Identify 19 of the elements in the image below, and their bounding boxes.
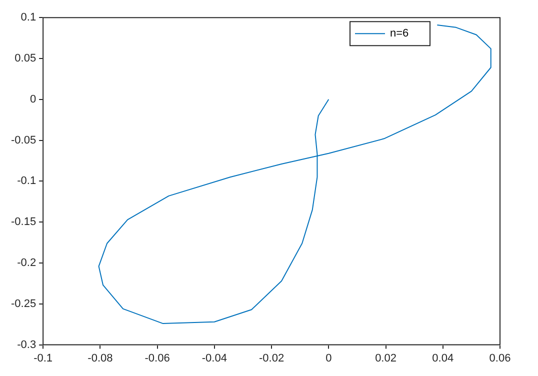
y-tick-label: -0.25	[10, 298, 36, 310]
y-tick-label: -0.15	[10, 216, 36, 228]
y-tick-label: 0.1	[20, 12, 36, 24]
y-tick-label: -0.05	[10, 134, 36, 146]
x-tick-label: -0.04	[202, 352, 227, 364]
y-tick-label: -0.3	[17, 338, 36, 351]
x-tick-label: 0.04	[432, 352, 454, 364]
x-tick-label: 0	[326, 352, 332, 364]
x-tick-label: -0.08	[88, 352, 113, 364]
x-tick-label: -0.06	[144, 352, 170, 364]
x-tick-label: 0.02	[375, 352, 396, 364]
legend-label: n=6	[390, 28, 409, 40]
x-tick-label: -0.1	[34, 352, 53, 364]
y-tick-label: 0	[30, 93, 36, 106]
y-tick-label: -0.2	[17, 257, 36, 270]
y-tick-label: 0.05	[14, 52, 36, 65]
x-tick-label: 0.06	[489, 352, 511, 364]
y-tick-label: -0.1	[17, 175, 36, 188]
x-tick-label: -0.02	[258, 352, 284, 364]
